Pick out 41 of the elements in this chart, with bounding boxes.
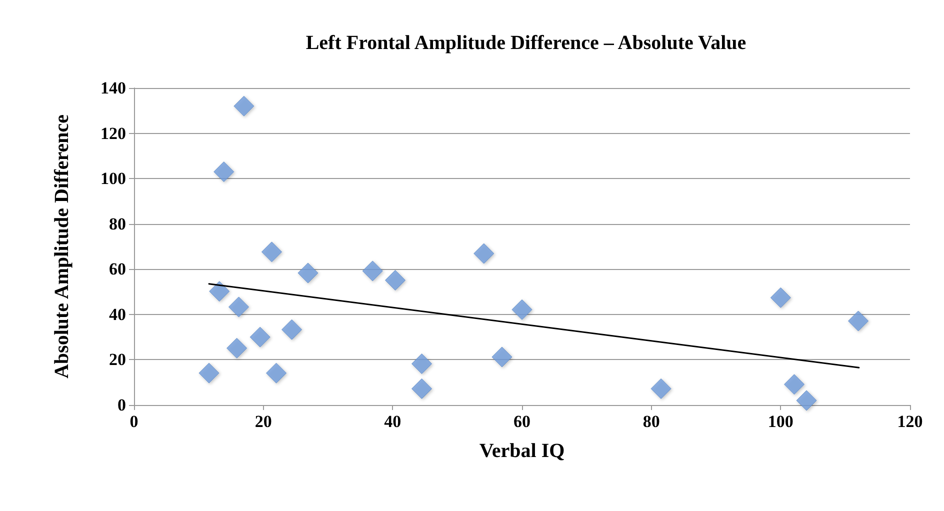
point	[796, 390, 817, 411]
point	[214, 162, 234, 182]
y-tick-label: 140	[100, 78, 126, 98]
x-tick-label: 120	[897, 412, 923, 431]
point	[412, 378, 432, 399]
y-tick-label: 0	[118, 396, 126, 414]
point	[412, 354, 432, 374]
point	[198, 362, 220, 384]
point	[492, 346, 512, 368]
point	[650, 378, 672, 399]
point	[385, 270, 406, 290]
y-tick-label: 60	[109, 260, 126, 279]
x-tick-label: 0	[130, 412, 138, 431]
x-tick-label: 40	[384, 412, 402, 431]
point	[512, 299, 532, 320]
point	[298, 262, 318, 284]
point	[266, 362, 287, 384]
y-tick-label: 40	[109, 304, 126, 324]
point	[474, 243, 494, 264]
point	[226, 338, 248, 358]
y-axis-title: Absolute Amplitude Difference	[51, 114, 73, 379]
y-tick-label: 120	[100, 124, 126, 143]
x-axis-title: Verbal IQ	[479, 440, 565, 462]
point	[261, 242, 282, 262]
point	[228, 296, 250, 318]
y-tick-label: 20	[109, 350, 126, 370]
point	[234, 96, 254, 116]
x-tick-label: 20	[254, 412, 272, 431]
point	[250, 326, 270, 348]
point	[848, 310, 869, 332]
point	[770, 287, 791, 308]
point	[362, 260, 383, 282]
y-tick-label: 80	[109, 214, 126, 234]
x-tick-label: 100	[768, 412, 794, 431]
x-tick-label: 60	[514, 412, 530, 431]
chart-title: Left Frontal Amplitude Difference – Absolute Value	[306, 32, 746, 54]
x-tick-label: 80	[642, 412, 660, 431]
point	[209, 281, 230, 302]
point	[282, 319, 302, 340]
point	[784, 374, 804, 395]
y-tick-label: 100	[100, 169, 126, 188]
